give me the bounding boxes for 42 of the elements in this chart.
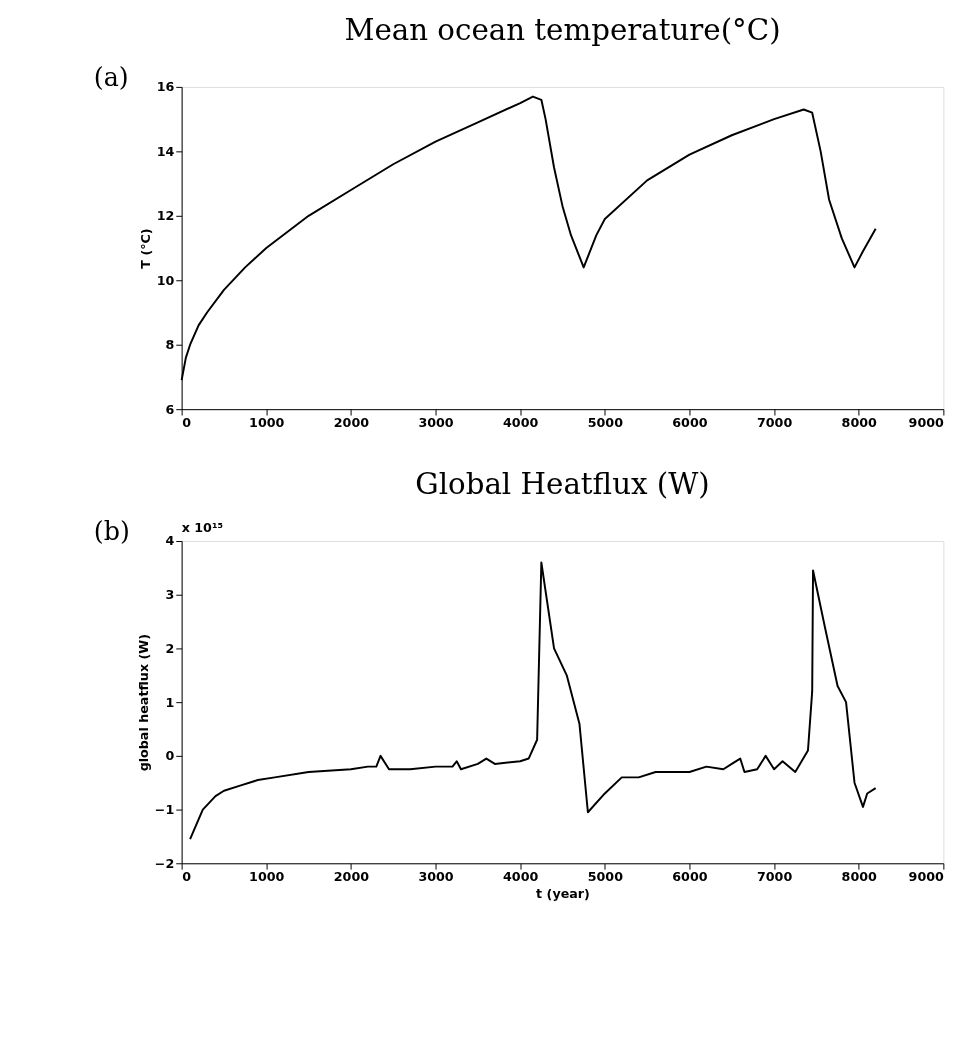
x-tick-label: 9000	[908, 869, 945, 885]
x-tick-label: 3000	[418, 869, 454, 885]
x-tick-label: 6000	[672, 869, 708, 885]
chart-title: Global Heatflux (W)	[415, 467, 710, 502]
y-tick-label: 4	[165, 533, 175, 549]
x-tick-label: 6000	[672, 415, 708, 431]
y-tick-label: 3	[165, 587, 175, 603]
y-axis-title: T (°C)	[137, 228, 153, 269]
x-tick-label: 7000	[756, 869, 793, 885]
x-tick-label: 4000	[503, 415, 539, 431]
y-tick-label: 16	[156, 79, 175, 95]
y-tick-label: −2	[154, 855, 175, 871]
x-tick-label: 8000	[841, 869, 878, 885]
y-tick-label: 0	[165, 748, 175, 764]
x-axis-title: t (year)	[536, 885, 590, 901]
y-tick-label: 14	[156, 143, 175, 159]
line-series	[189, 561, 877, 841]
chart-title: Mean ocean temperature(°C)	[344, 13, 781, 48]
y-axis-title: global heatflux (W)	[136, 633, 152, 772]
x-tick-label: 8000	[841, 415, 878, 431]
y-tick-label: 12	[156, 208, 175, 224]
y-tick-label: 10	[156, 272, 175, 288]
y-tick-label: 1	[165, 694, 175, 710]
y-tick-label: 2	[165, 640, 175, 656]
x-tick-label: 4000	[503, 869, 539, 885]
text: (b)	[93, 516, 130, 547]
x-tick-label: 9000	[908, 415, 945, 431]
x-tick-label: 0	[182, 415, 192, 431]
text: (a)	[93, 61, 129, 92]
y-tick-label: 6	[165, 401, 175, 417]
x-tick-label: 7000	[756, 415, 793, 431]
x-tick-label: 2000	[333, 415, 370, 431]
x-tick-label: 3000	[418, 415, 454, 431]
x-tick-label: 5000	[587, 869, 624, 885]
y-tick-label: −1	[154, 801, 175, 817]
x-tick-label: 5000	[587, 415, 624, 431]
x-tick-label: 2000	[333, 869, 370, 885]
x-tick-label: 1000	[249, 415, 285, 431]
y-tick-label: 8	[165, 337, 175, 353]
x-tick-label: 0	[182, 869, 192, 885]
x-tick-label: 1000	[249, 869, 285, 885]
text: x 10¹⁵	[181, 520, 224, 536]
